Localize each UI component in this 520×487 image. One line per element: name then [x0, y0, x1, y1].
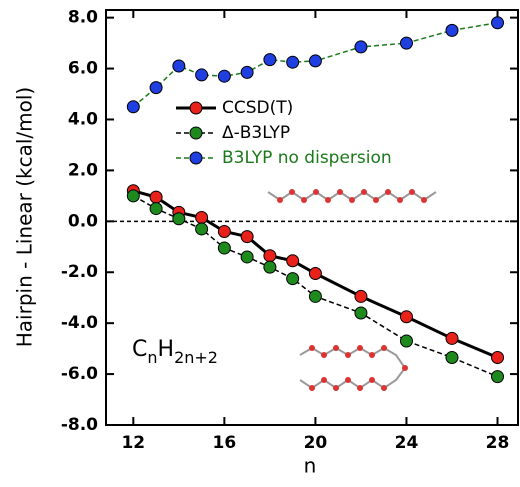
marker	[445, 23, 459, 37]
marker	[308, 289, 322, 303]
y-tick-label: 2.0	[68, 160, 98, 180]
marker	[445, 331, 459, 345]
legend-marker	[189, 126, 203, 140]
legend-label: CCSD(T)	[222, 98, 293, 118]
marker	[491, 370, 505, 384]
y-tick-label: 8.0	[68, 8, 98, 28]
marker	[263, 260, 277, 274]
marker	[308, 267, 322, 281]
marker	[149, 202, 163, 216]
marker	[491, 351, 505, 365]
formula-h-sub: 2n+2	[174, 348, 218, 367]
formula: CnH2n+2	[132, 337, 218, 367]
atoms	[277, 189, 427, 203]
marker	[195, 211, 209, 224]
legend-label: Δ-B3LYP	[222, 123, 290, 143]
marker	[217, 225, 231, 239]
marker	[354, 40, 368, 54]
plot-frame	[105, 9, 519, 426]
linear-molecule	[267, 189, 437, 203]
x-axis-label: n	[304, 454, 317, 478]
marker	[308, 54, 322, 68]
marker	[263, 53, 277, 67]
marker	[240, 65, 254, 79]
x-tick-label: 24	[395, 433, 419, 453]
marker	[399, 310, 413, 324]
hairpin-molecule	[299, 345, 408, 391]
formula-c-sub: n	[147, 348, 157, 367]
x-tick-label: 28	[486, 433, 510, 453]
marker	[491, 16, 505, 30]
marker	[263, 249, 277, 263]
y-tick-label: -4.0	[61, 313, 98, 333]
marker	[149, 81, 163, 95]
marker	[217, 241, 231, 255]
marker	[286, 254, 300, 268]
marker	[126, 100, 140, 114]
y-tick-label: -6.0	[61, 364, 98, 384]
marker	[172, 59, 186, 73]
y-tick-label: -8.0	[61, 415, 98, 435]
marker	[240, 230, 254, 244]
marker	[195, 68, 209, 82]
marker	[286, 272, 300, 286]
legend-marker	[189, 151, 203, 165]
x-tick-label: 12	[121, 433, 145, 453]
marker	[172, 212, 186, 226]
formula-c: C	[132, 337, 147, 362]
marker	[195, 222, 209, 236]
legend-marker	[189, 101, 203, 115]
marker	[126, 189, 140, 203]
marker	[286, 55, 300, 69]
marker	[217, 69, 231, 83]
marker	[399, 36, 413, 50]
y-tick-label: 6.0	[68, 59, 98, 79]
y-axis-label: Hairpin - Linear (kcal/mol)	[13, 87, 37, 347]
legend-label: B3LYP no dispersion	[222, 148, 392, 168]
y-tick-label: 4.0	[68, 109, 98, 129]
atoms	[309, 345, 408, 391]
marker	[354, 306, 368, 320]
marker	[149, 190, 163, 204]
y-tick-label: -2.0	[61, 262, 98, 282]
x-tick-label: 16	[213, 433, 237, 453]
marker	[354, 289, 368, 303]
y-tick-label: 0.0	[68, 211, 98, 231]
marker	[240, 250, 254, 264]
marker	[445, 351, 459, 365]
formula-h: H	[158, 337, 175, 362]
x-tick-label: 20	[304, 433, 328, 453]
marker	[399, 334, 413, 348]
